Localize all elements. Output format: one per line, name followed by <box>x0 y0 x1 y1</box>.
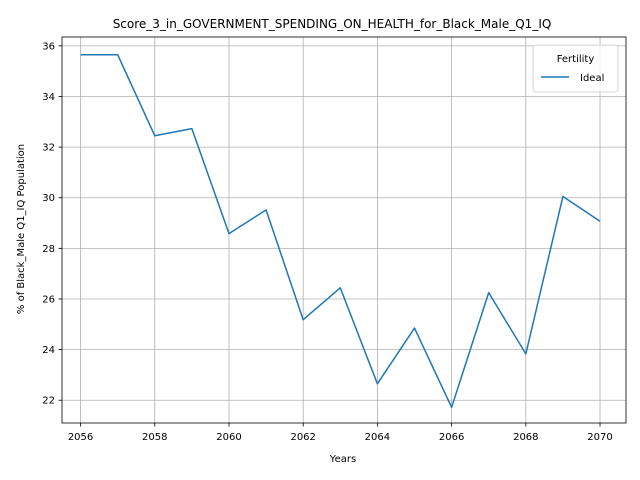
y-tick-label: 26 <box>42 294 55 305</box>
data-point <box>599 220 601 222</box>
legend: Fertility Ideal <box>532 44 619 93</box>
data-point <box>154 135 156 137</box>
data-point <box>525 353 527 355</box>
data-point <box>302 319 304 321</box>
data-point <box>228 233 230 235</box>
data-point <box>80 54 82 56</box>
data-point <box>377 383 379 385</box>
x-tick-label: 2066 <box>439 432 464 443</box>
x-tick-label: 2062 <box>290 432 315 443</box>
x-tick-label: 2060 <box>216 432 241 443</box>
legend-entry-label: Ideal <box>580 73 604 84</box>
x-tick-label: 2064 <box>365 432 390 443</box>
series-layer <box>80 53 601 409</box>
x-tick-label: 2070 <box>587 432 612 443</box>
data-point <box>488 292 490 294</box>
axis-ticks: 2056 2058 2060 2062 2064 2066 2068 2070 22 24 26 28… <box>42 41 612 443</box>
data-point <box>451 407 453 409</box>
y-tick-label: 34 <box>42 92 55 103</box>
x-tick-label: 2056 <box>68 432 93 443</box>
plot-frame <box>61 36 627 424</box>
data-point <box>191 128 193 130</box>
y-tick-label: 36 <box>42 41 55 52</box>
data-point <box>339 287 341 289</box>
data-point <box>117 54 119 56</box>
series-line-ideal <box>80 53 601 409</box>
y-tick-label: 28 <box>42 244 55 255</box>
legend-title: Fertility <box>557 54 595 65</box>
y-tick-label: 24 <box>42 345 55 356</box>
y-tick-label: 32 <box>42 143 55 154</box>
x-tick-label: 2058 <box>142 432 167 443</box>
x-axis-label: Years <box>329 454 356 465</box>
data-point <box>414 327 416 329</box>
chart-title: Score_3_in_GOVERNMENT_SPENDING_ON_HEALTH… <box>113 17 552 31</box>
data-point <box>265 209 267 211</box>
y-axis-label: % of Black_Male Q1_IQ Population <box>16 144 27 314</box>
legend-box <box>532 44 619 93</box>
y-tick-label: 22 <box>42 396 55 407</box>
data-point <box>562 196 564 198</box>
y-tick-label: 30 <box>42 193 55 204</box>
x-tick-label: 2068 <box>513 432 538 443</box>
